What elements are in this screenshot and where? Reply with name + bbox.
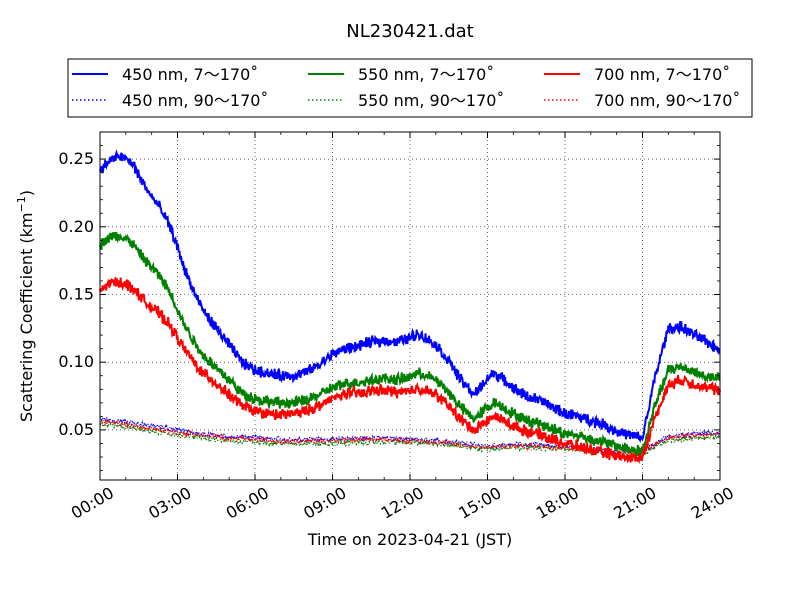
x-tick-label: 09:00 xyxy=(300,483,349,523)
x-tick-label: 15:00 xyxy=(455,483,504,523)
series-line-550-nm-7-170- xyxy=(99,231,721,457)
series-line-700-nm-90-170- xyxy=(99,418,721,458)
y-tick-label: 0.15 xyxy=(58,284,94,303)
x-tick-label: 21:00 xyxy=(610,483,659,523)
legend-label: 700 nm, 7～170˚ xyxy=(594,65,730,84)
axis-ticks: 00:00 03:00 06:00 09:00 12:00 15:00 18:00 21:00… xyxy=(58,132,737,523)
y-axis-label-unit-exponent: −1 xyxy=(15,196,28,212)
y-axis-label-close: ) xyxy=(17,190,36,196)
legend-label: 700 nm, 90～170˚ xyxy=(594,91,740,110)
legend-label: 550 nm, 90～170˚ xyxy=(358,91,504,110)
legend-label: 450 nm, 90～170˚ xyxy=(122,91,268,110)
legend-frame xyxy=(67,58,753,118)
y-tick-label: 0.25 xyxy=(58,149,94,168)
x-axis-label: Time on 2023-04-21 (JST) xyxy=(307,530,512,549)
legend-label: 450 nm, 7～170˚ xyxy=(122,65,258,84)
plot-area: 00:00 03:00 06:00 09:00 12:00 15:00 18:00 21:00… xyxy=(58,131,737,523)
grid-lines xyxy=(100,132,720,480)
x-tick-label: 12:00 xyxy=(378,483,427,523)
x-tick-label: 03:00 xyxy=(145,483,194,523)
x-tick-label: 24:00 xyxy=(688,483,737,523)
y-tick-label: 0.05 xyxy=(58,420,94,439)
legend-label: 550 nm, 7～170˚ xyxy=(358,65,494,84)
series-lines xyxy=(99,149,721,465)
x-tick-label: 06:00 xyxy=(223,483,272,523)
chart-legend: 450 nm, 7～170˚ 450 nm, 90～170˚ 550 nm, 7～1… xyxy=(67,58,753,118)
y-tick-label: 0.10 xyxy=(58,352,94,371)
x-tick-label: 00:00 xyxy=(68,483,117,523)
x-tick-label: 18:00 xyxy=(533,483,582,523)
chart-title: NL230421.dat xyxy=(346,21,473,42)
y-tick-label: 0.20 xyxy=(58,217,94,236)
series-line-450-nm-7-170- xyxy=(99,149,721,444)
series-line-700-nm-7-170- xyxy=(99,277,721,465)
y-axis-label: Scattering Coefficient (km−1) xyxy=(15,190,36,422)
y-axis-label-main: Scattering Coefficient (km xyxy=(17,212,36,422)
